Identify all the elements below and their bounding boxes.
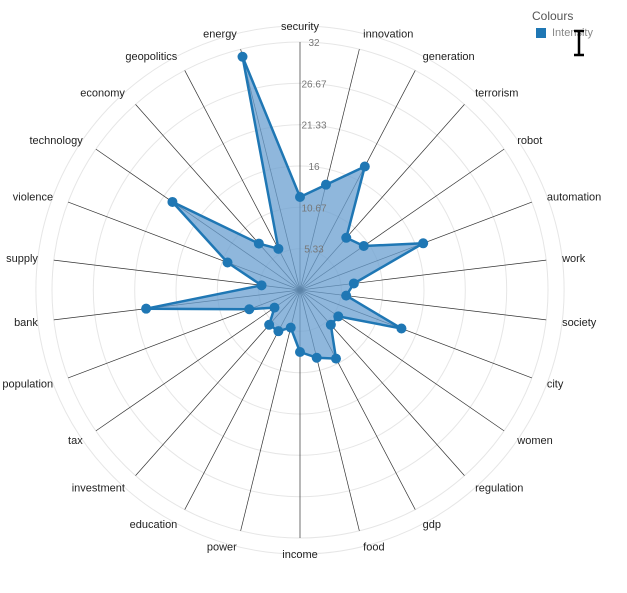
category-label-women: women xyxy=(516,435,552,447)
data-point-regulation xyxy=(325,319,336,330)
legend-title: Colours xyxy=(532,9,574,23)
category-label-bank: bank xyxy=(14,317,38,329)
data-point-bank xyxy=(141,303,152,314)
category-label-supply: supply xyxy=(6,253,38,265)
data-point-women xyxy=(333,311,344,322)
category-label-violence: violence xyxy=(13,191,53,203)
data-point-generation xyxy=(359,161,370,172)
data-point-terrorism xyxy=(341,232,352,243)
category-label-geopolitics: geopolitics xyxy=(125,51,177,63)
category-label-society: society xyxy=(562,317,597,329)
category-label-tax: tax xyxy=(68,435,83,447)
data-point-energy xyxy=(237,51,248,62)
tick-label-3: 16 xyxy=(308,162,320,173)
data-point-food xyxy=(311,352,322,363)
data-point-technology xyxy=(167,196,178,207)
data-point-tax xyxy=(269,302,280,313)
tick-label-6: 32 xyxy=(308,38,320,49)
category-label-security: security xyxy=(281,21,319,33)
category-label-technology: technology xyxy=(30,135,84,147)
category-label-terrorism: terrorism xyxy=(475,87,518,99)
data-point-robot xyxy=(358,240,369,251)
category-label-income: income xyxy=(282,549,317,561)
category-label-automation: automation xyxy=(547,191,601,203)
data-point-education xyxy=(273,326,284,337)
text-cursor-icon xyxy=(574,29,584,57)
tick-label-1: 5.33 xyxy=(304,245,324,256)
category-label-regulation: regulation xyxy=(475,483,523,495)
grid-circle-outer xyxy=(35,25,565,555)
data-point-work xyxy=(348,278,359,289)
category-label-work: work xyxy=(561,253,586,265)
legend-swatch xyxy=(536,28,546,38)
spoke-tax xyxy=(95,289,301,432)
data-point-innovation xyxy=(320,179,331,190)
data-point-income xyxy=(295,347,305,357)
data-point-security xyxy=(295,192,305,202)
tick-label-5: 26.67 xyxy=(301,79,326,90)
category-label-education: education xyxy=(130,519,178,531)
category-label-robot: robot xyxy=(517,135,542,147)
data-point-supply xyxy=(256,280,267,291)
tick-label-2: 10.67 xyxy=(301,203,326,214)
category-label-gdp: gdp xyxy=(423,519,441,531)
category-label-economy: economy xyxy=(80,87,125,99)
data-point-automation xyxy=(418,238,429,249)
category-label-energy: energy xyxy=(203,29,237,41)
category-label-power: power xyxy=(207,541,237,553)
data-point-population xyxy=(244,304,255,315)
data-point-power xyxy=(285,322,296,333)
category-label-investment: investment xyxy=(72,483,125,495)
data-point-geopolitics xyxy=(273,243,284,254)
tick-label-4: 21.33 xyxy=(301,121,326,132)
data-point-society xyxy=(341,290,352,301)
series-area-intensity xyxy=(144,55,425,360)
data-point-violence xyxy=(222,257,233,268)
data-point-investment xyxy=(264,319,275,330)
category-label-city: city xyxy=(547,379,564,391)
data-point-city xyxy=(396,323,407,334)
data-point-gdp xyxy=(331,353,342,364)
category-label-generation: generation xyxy=(423,51,475,63)
category-label-innovation: innovation xyxy=(363,29,413,41)
data-point-economy xyxy=(253,238,264,249)
category-label-population: population xyxy=(2,379,53,391)
category-label-food: food xyxy=(363,541,384,553)
